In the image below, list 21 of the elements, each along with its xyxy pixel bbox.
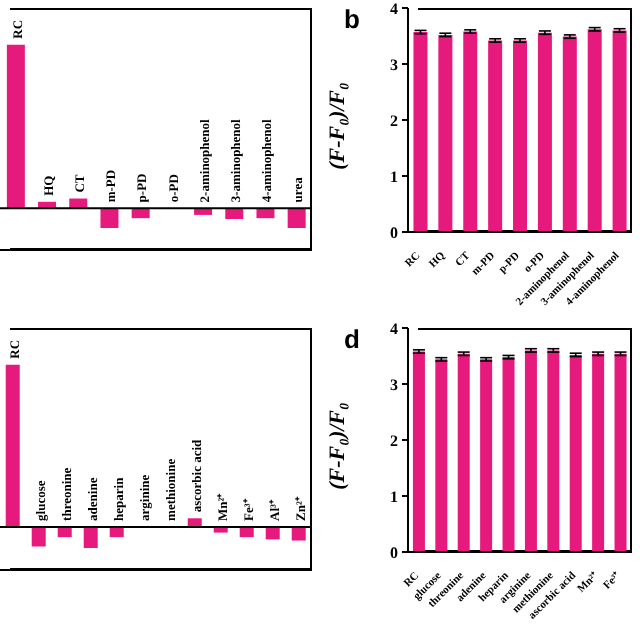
bar xyxy=(6,44,25,209)
y-tick-label: 0 xyxy=(390,223,398,242)
bar xyxy=(225,208,244,219)
y-tick-label: 1 xyxy=(390,487,398,506)
bar xyxy=(256,208,275,219)
y-axis-title: (F-F₀)/F₀ xyxy=(326,80,352,174)
y-tick-label: 4 xyxy=(390,319,398,338)
bar xyxy=(100,208,119,228)
chart-title: d xyxy=(344,324,360,354)
bar xyxy=(194,208,213,215)
y-tick-label: 2 xyxy=(390,431,398,450)
y-axis-title: (F-F₀)/F₀ xyxy=(326,400,352,494)
chart-title: b xyxy=(344,4,360,34)
y-tick-label: 2 xyxy=(390,111,398,130)
bar xyxy=(287,208,306,228)
y-tick-label: 0 xyxy=(390,543,398,562)
bar xyxy=(131,208,150,219)
y-tick-label: 3 xyxy=(390,55,398,74)
y-tick-label: 3 xyxy=(390,375,398,394)
y-tick-label: 1 xyxy=(390,167,398,186)
y-tick-label: 4 xyxy=(390,0,398,18)
